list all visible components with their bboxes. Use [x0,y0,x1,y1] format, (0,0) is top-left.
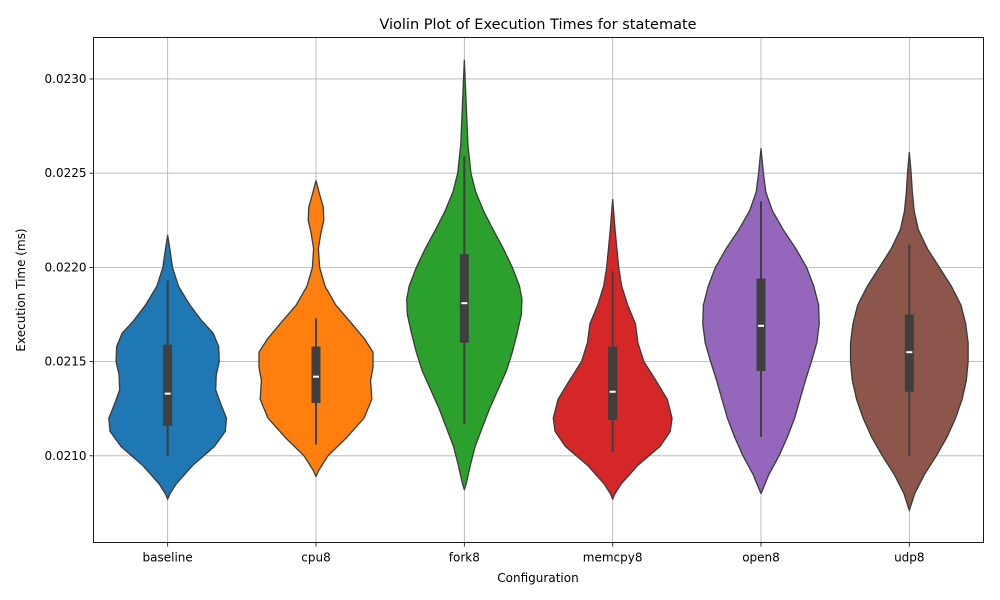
violin-baseline [108,234,228,500]
y-axis-title: Execution Time (ms) [14,228,28,351]
x-tick-label: fork8 [449,551,480,565]
x-tick-label: open8 [742,551,780,565]
x-tick-label: udp8 [894,551,924,565]
y-tick-label: 0.0225 [45,166,87,180]
x-axis: baseline cpu8 fork8 memcpy8 open8 udp8 [143,542,925,565]
violins [108,59,969,512]
x-axis-title: Configuration [497,571,578,585]
violin-iqr-box [608,346,618,421]
x-tick-label: cpu8 [301,551,330,565]
x-tick-label: baseline [143,551,193,565]
violin-iqr-box [459,254,469,343]
y-axis: 0.0210 0.0215 0.0220 0.0225 0.0230 [45,72,94,463]
y-tick-label: 0.0220 [45,260,87,274]
plot-frame [93,37,984,543]
y-tick-label: 0.0215 [45,355,87,369]
violin-udp8 [849,151,969,512]
violin-iqr-box [163,344,173,426]
x-tick-label: memcpy8 [583,551,643,565]
violin-cpu8 [258,180,374,478]
y-tick-label: 0.0210 [45,449,87,463]
violin-memcpy8 [552,198,673,500]
violin-fork8 [406,59,523,491]
violin-open8 [702,148,820,495]
y-tick-label: 0.0230 [45,72,87,86]
chart-title: Violin Plot of Execution Times for state… [379,17,696,33]
violin-iqr-box [311,346,321,404]
